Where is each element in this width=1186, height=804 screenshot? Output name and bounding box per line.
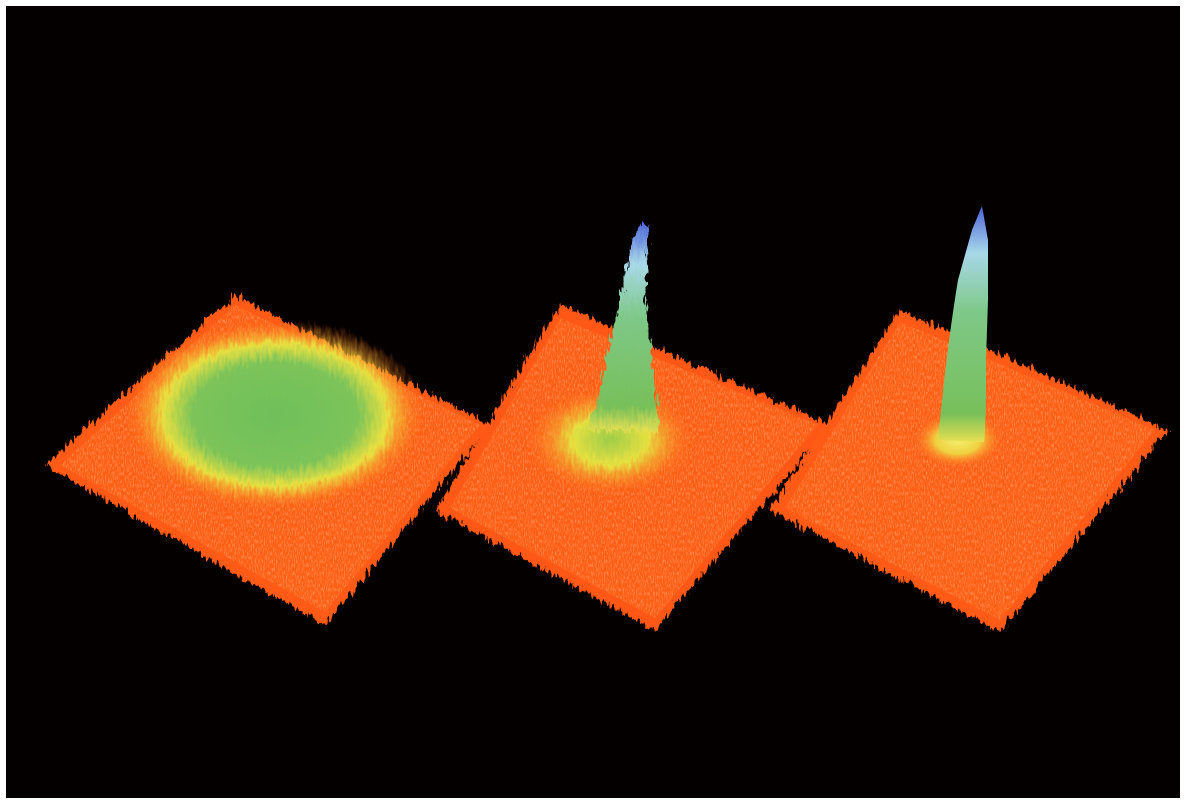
condensate-peak bbox=[588, 222, 659, 432]
thermal-cloud bbox=[125, 320, 425, 510]
condensate-peak bbox=[938, 206, 988, 442]
